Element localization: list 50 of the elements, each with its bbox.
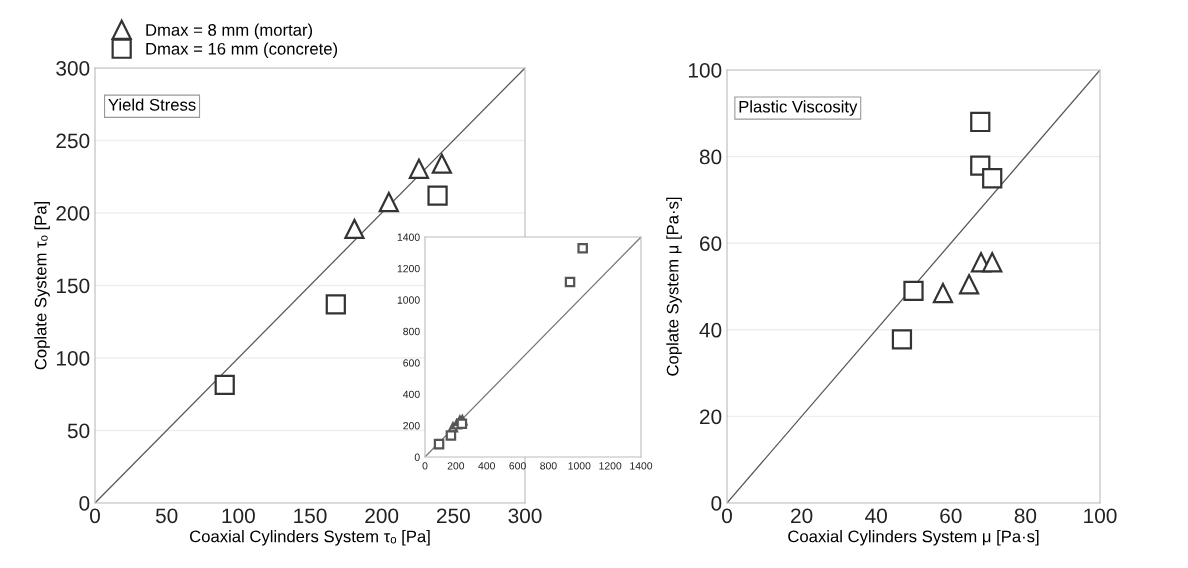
x-tick-label: 100 xyxy=(222,508,255,524)
y-axis-title: Coplate System μ [Pa·s] xyxy=(666,197,682,376)
x-axis-title: Coaxial Cylinders System τₒ [Pa] xyxy=(190,530,430,546)
x-tick-label: 50 xyxy=(155,508,178,524)
y-tick-label: 800 xyxy=(403,327,420,336)
legend-label: Dmax = 16 mm (concrete) xyxy=(146,42,338,58)
y-tick-label: 40 xyxy=(699,322,722,338)
y-tick-label: 100 xyxy=(688,63,722,78)
x-axis-title: Coaxial Cylinders System μ [Pa·s] xyxy=(788,530,1039,546)
y-tick-label: 100 xyxy=(56,351,90,366)
y-tick-label: 150 xyxy=(56,278,90,294)
y-axis-title: Coplate System τₒ [Pa] xyxy=(34,201,50,370)
x-tick-label: 300 xyxy=(508,508,542,524)
y-tick-label: 400 xyxy=(403,390,420,399)
y-tick-label: 80 xyxy=(699,149,722,165)
y-tick-label: 1200 xyxy=(397,264,420,273)
x-tick-label: 80 xyxy=(1014,508,1037,524)
annotation: Yield Stress xyxy=(108,98,196,111)
x-tick-label: 0 xyxy=(722,508,732,524)
y-tick-label: 0 xyxy=(414,453,420,461)
x-tick-label: 200 xyxy=(365,508,399,524)
legend-label: Dmax = 8 mm (mortar) xyxy=(146,23,313,40)
x-tick-label: 100 xyxy=(1084,508,1117,524)
y-tick-label: 1400 xyxy=(397,233,420,241)
x-tick-label: 0 xyxy=(90,508,100,524)
y-tick-label: 200 xyxy=(403,422,420,430)
y-tick-label: 300 xyxy=(56,61,90,76)
y-tick-label: 20 xyxy=(700,409,722,425)
x-tick-label: 1400 xyxy=(630,462,653,470)
x-tick-label: 1200 xyxy=(599,462,622,470)
y-tick-label: 60 xyxy=(700,236,722,251)
y-tick-label: 1000 xyxy=(397,296,420,304)
x-tick-label: 250 xyxy=(437,508,470,524)
y-tick-label: 250 xyxy=(56,133,90,149)
y-tick-label: 50 xyxy=(67,423,90,439)
x-tick-label: 1000 xyxy=(568,462,591,470)
x-tick-label: 40 xyxy=(865,508,887,524)
x-tick-label: 20 xyxy=(791,508,813,524)
y-tick-label: 200 xyxy=(56,206,90,221)
y-tick-label: 0 xyxy=(79,496,90,511)
x-tick-label: 0 xyxy=(422,462,428,470)
x-tick-label: 800 xyxy=(540,462,557,470)
x-tick-label: 200 xyxy=(447,462,465,470)
y-tick-label: 0 xyxy=(711,496,722,511)
x-tick-label: 60 xyxy=(940,508,962,524)
x-tick-label: 150 xyxy=(294,508,327,524)
x-tick-label: 600 xyxy=(509,462,526,470)
y-tick-label: 600 xyxy=(403,359,420,367)
x-tick-label: 400 xyxy=(478,462,495,470)
annotation: Plastic Viscosity xyxy=(739,100,858,116)
